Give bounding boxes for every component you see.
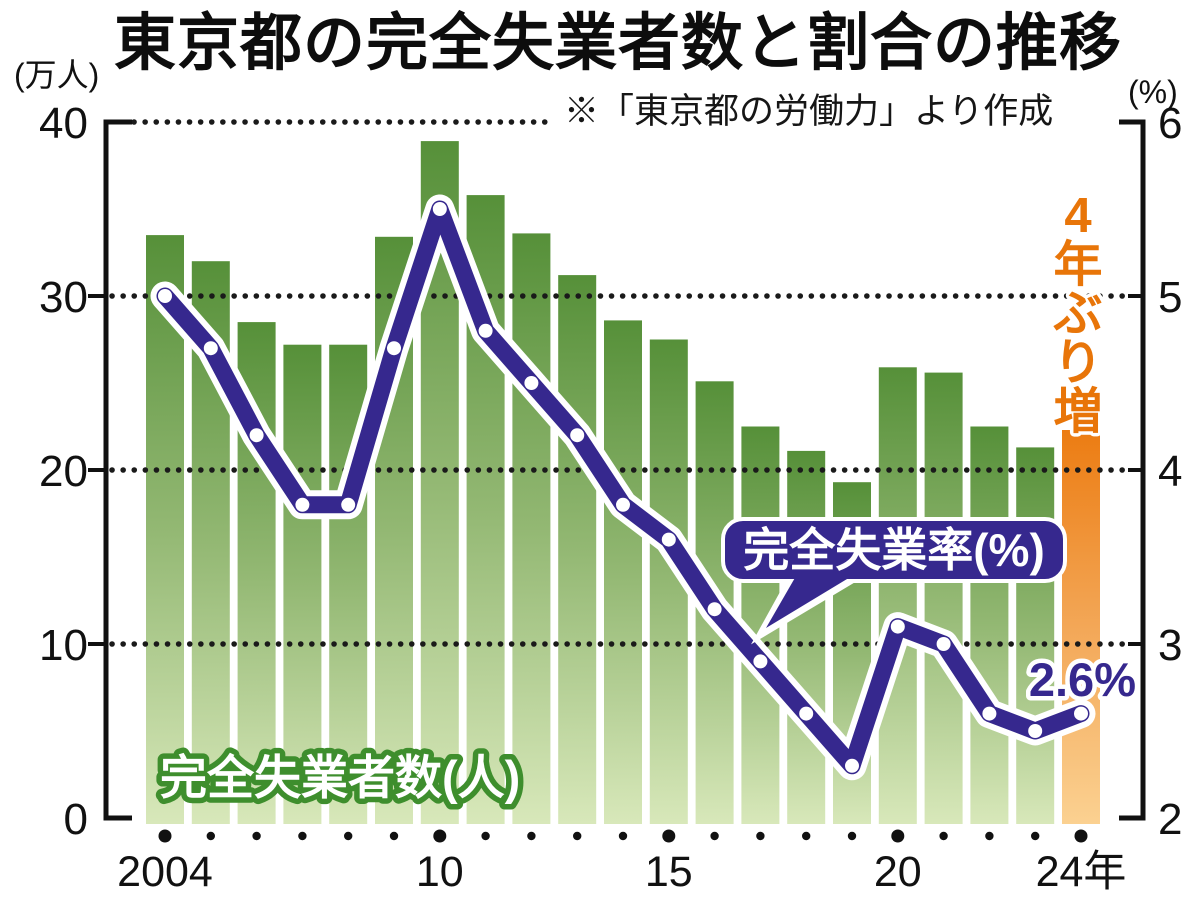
line-point-2010 — [432, 202, 447, 216]
bar-2014 — [604, 320, 642, 824]
line-point-2018 — [799, 706, 814, 721]
right-tick-label-5: 5 — [1158, 273, 1182, 322]
x-dot-2009 — [389, 831, 399, 841]
left-tick-label-10: 10 — [39, 621, 88, 670]
line-point-2004 — [158, 289, 172, 303]
line-point-2014 — [616, 497, 630, 512]
axis-ticks-group: 40 30 20 10 0 6 5 4 3 2 — [39, 99, 1182, 844]
x-dot-2023 — [1031, 831, 1040, 841]
x-dot-2008 — [344, 831, 353, 841]
bar-2021 — [924, 372, 963, 824]
line-point-2013 — [570, 428, 585, 443]
bar-2024 — [1062, 430, 1100, 824]
last-value-label: 2.6% — [1029, 653, 1136, 706]
line-point-2022 — [982, 706, 997, 721]
x-dot-2012 — [527, 831, 536, 841]
x-dot-2019 — [847, 831, 857, 841]
bar-2007 — [283, 344, 322, 824]
line-point-2020 — [890, 619, 905, 634]
x-dot-2005 — [206, 831, 215, 841]
line-point-2009 — [387, 341, 401, 356]
left-tick-label-30: 30 — [39, 273, 88, 322]
right-axis-unit: (%) — [1128, 74, 1178, 110]
left-tick-label-20: 20 — [39, 447, 88, 496]
line-point-2012 — [524, 376, 539, 390]
line-point-2021 — [936, 637, 951, 651]
left-tick-label-40: 40 — [39, 99, 88, 148]
x-dot-2013 — [573, 831, 582, 841]
highlight-note: 4 年ぶり増 — [1052, 189, 1102, 439]
bar-2020 — [878, 367, 917, 824]
line-point-2006 — [249, 428, 264, 443]
x-dot-2016 — [710, 831, 719, 841]
line-point-2019 — [845, 758, 859, 773]
x-label-2010: 10 — [416, 848, 464, 896]
x-label-2024: 24年 — [1036, 848, 1127, 896]
x-dot-2020 — [891, 829, 905, 843]
left-axis-unit: (万人) — [14, 57, 99, 93]
line-series-callout: 完全失業率(%) — [721, 517, 1067, 645]
line-point-2007 — [295, 497, 310, 512]
bar-2012 — [512, 233, 551, 824]
line-point-2017 — [753, 654, 768, 669]
bar-2023 — [1016, 447, 1055, 824]
x-dot-2011 — [481, 831, 490, 841]
bar-2004 — [146, 235, 184, 825]
right-tick-label-6: 6 — [1158, 99, 1182, 148]
bar-2018 — [787, 450, 826, 824]
bar-2013 — [558, 275, 597, 825]
x-dot-2018 — [802, 831, 811, 841]
line-point-2024 — [1074, 706, 1088, 721]
bar-series-label: 完全失業者数(人) — [160, 751, 520, 804]
bar-2022 — [970, 426, 1009, 824]
line-group — [150, 194, 1096, 781]
left-tick-label-0: 0 — [64, 795, 88, 844]
x-label-2015: 15 — [645, 848, 693, 896]
x-dot-2004 — [158, 829, 172, 843]
right-tick-label-2: 2 — [1158, 795, 1182, 844]
x-label-2020: 20 — [874, 848, 922, 896]
x-dot-2015 — [662, 829, 676, 843]
x-label-2004: 2004 — [117, 848, 213, 896]
x-axis-group: 2004 10 15 20 24年 — [117, 829, 1127, 896]
line-point-2016 — [707, 602, 722, 617]
line-point-2015 — [661, 532, 676, 547]
x-dot-2021 — [939, 831, 948, 841]
source-note: ※「東京都の労働力」より作成 — [564, 92, 1053, 131]
chart-title: 東京都の完全失業者数と割合の推移 — [114, 9, 1122, 78]
line-point-2005 — [203, 341, 218, 356]
x-dot-2010 — [433, 829, 447, 843]
x-dot-2022 — [985, 831, 994, 841]
line-point-2023 — [1028, 724, 1043, 738]
callout-tail-fill — [766, 576, 852, 628]
right-tick-label-4: 4 — [1158, 447, 1182, 496]
right-tick-label-3: 3 — [1158, 621, 1182, 670]
x-dot-2014 — [618, 831, 628, 841]
x-dot-2024 — [1074, 829, 1088, 843]
x-dot-2006 — [252, 831, 261, 841]
x-dot-2017 — [756, 831, 765, 841]
line-point-2008 — [341, 497, 356, 512]
line-series-label: 完全失業率(%) — [743, 524, 1045, 576]
x-dot-2007 — [298, 831, 307, 841]
callout-box — [721, 517, 1067, 583]
line-point-2011 — [478, 323, 493, 338]
